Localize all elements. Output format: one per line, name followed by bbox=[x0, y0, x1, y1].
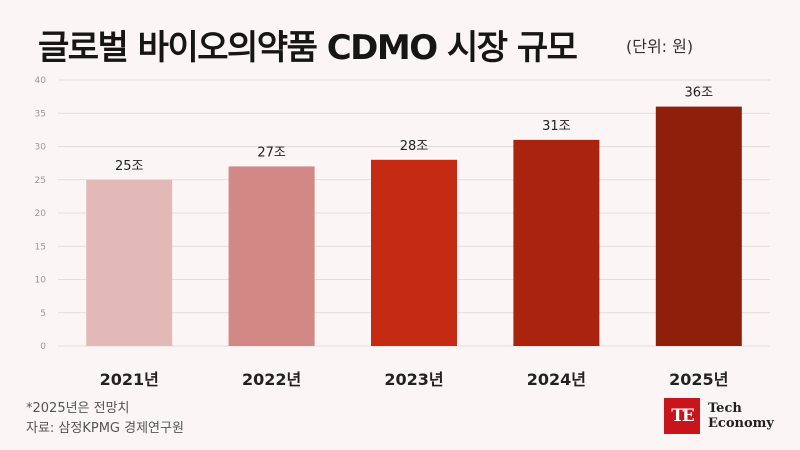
data-label: 25조 bbox=[115, 159, 144, 174]
x-tick-label: 2024년 bbox=[527, 370, 586, 389]
logo-text-line1: Tech bbox=[708, 401, 742, 416]
data-label: 28조 bbox=[400, 139, 429, 154]
chart-title: 글로벌 바이오의약품 CDMO 시장 규모 bbox=[38, 28, 578, 68]
footnote-source: 자료: 삼정KPMG 경제연구원 bbox=[26, 421, 184, 436]
bar bbox=[371, 159, 457, 346]
y-tick-label: 15 bbox=[35, 242, 46, 252]
logo-text: Tech Economy bbox=[708, 401, 774, 431]
data-label: 31조 bbox=[542, 119, 571, 134]
y-tick-label: 30 bbox=[35, 143, 47, 153]
footnote-forecast: *2025년은 전망치 bbox=[26, 401, 130, 416]
tech-economy-logo: TE Tech Economy bbox=[664, 398, 774, 434]
bar bbox=[86, 179, 173, 346]
logo-text-line2: Economy bbox=[708, 416, 774, 431]
x-tick-label: 2022년 bbox=[242, 370, 301, 389]
y-tick-label: 25 bbox=[35, 176, 46, 186]
unit-label: (단위: 원) bbox=[626, 37, 694, 56]
y-tick-label: 5 bbox=[40, 309, 46, 319]
y-tick-label: 20 bbox=[35, 209, 47, 219]
data-label: 27조 bbox=[257, 145, 286, 160]
y-tick-label: 35 bbox=[35, 109, 46, 119]
x-tick-label: 2021년 bbox=[100, 370, 159, 389]
bar bbox=[513, 139, 600, 346]
footnote: *2025년은 전망치 자료: 삼정KPMG 경제연구원 bbox=[26, 399, 184, 439]
bar bbox=[655, 106, 742, 346]
y-tick-label: 40 bbox=[35, 76, 47, 86]
x-tick-label: 2023년 bbox=[384, 370, 443, 389]
y-tick-label: 10 bbox=[35, 276, 47, 286]
bar bbox=[228, 166, 315, 346]
logo-mark: TE bbox=[664, 398, 700, 434]
data-label: 36조 bbox=[685, 86, 714, 101]
x-tick-label: 2025년 bbox=[669, 370, 728, 389]
y-tick-label: 0 bbox=[40, 342, 46, 352]
